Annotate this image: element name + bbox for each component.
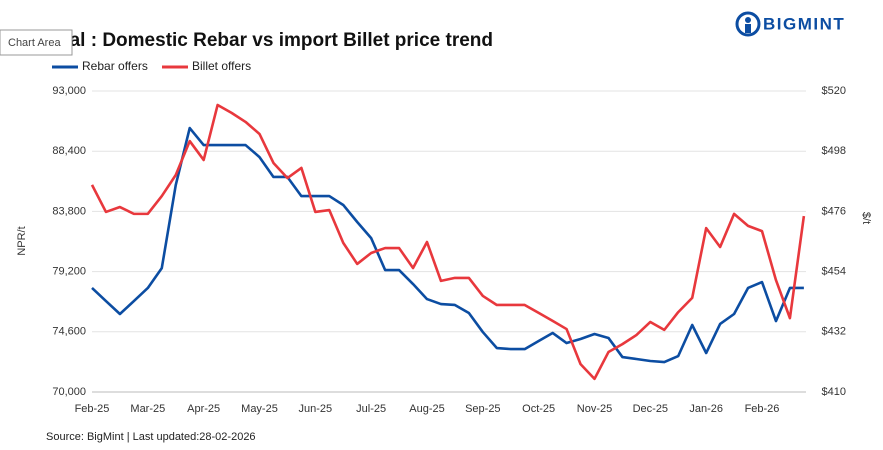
y-tick-label: 79,200 bbox=[52, 266, 86, 278]
x-tick-label: Dec-25 bbox=[633, 403, 668, 415]
legend-label: Billet offers bbox=[192, 59, 251, 73]
x-tick-label: Oct-25 bbox=[522, 403, 555, 415]
x-tick-label: Aug-25 bbox=[409, 403, 444, 415]
logo-icon-body bbox=[745, 24, 751, 33]
y2-tick-label: $498 bbox=[822, 145, 846, 157]
x-tick-label: Nov-25 bbox=[577, 403, 612, 415]
x-tick-label: Jun-25 bbox=[299, 403, 333, 415]
y-tick-label: 88,400 bbox=[52, 145, 86, 157]
y-tick-label: 93,000 bbox=[52, 85, 86, 97]
chart-title: pal : Domestic Rebar vs import Billet pr… bbox=[58, 30, 493, 51]
x-tick-label: Feb-26 bbox=[745, 403, 780, 415]
x-tick-label: May-25 bbox=[241, 403, 278, 415]
y-tick-label: 70,000 bbox=[52, 386, 86, 398]
x-tick-label: Jan-26 bbox=[689, 403, 723, 415]
y-axis-label: NPR/t bbox=[16, 226, 28, 255]
logo-icon bbox=[735, 11, 761, 37]
y2-tick-label: $520 bbox=[822, 85, 846, 97]
x-tick-label: Apr-25 bbox=[187, 403, 220, 415]
y2-tick-label: $410 bbox=[822, 386, 846, 398]
series-line bbox=[90, 103, 806, 381]
series-line bbox=[91, 126, 804, 364]
y2-tick-label: $454 bbox=[822, 266, 846, 278]
x-tick-label: Sep-25 bbox=[465, 403, 500, 415]
source: Source: BigMint | Last updated:28-02-202… bbox=[46, 431, 256, 443]
tooltip-box bbox=[0, 29, 73, 56]
y2-axis-label: $/t bbox=[860, 212, 872, 224]
x-tick-label: Mar-25 bbox=[130, 403, 165, 415]
tooltip-text: Chart Area bbox=[8, 37, 61, 49]
legend-label: Rebar offers bbox=[82, 59, 148, 73]
logo: BIGMINT bbox=[735, 11, 845, 37]
logo-text: BIGMINT bbox=[763, 14, 845, 33]
y-tick-label: 74,600 bbox=[52, 326, 86, 338]
x-tick-label: Feb-25 bbox=[75, 403, 110, 415]
y-tick-label: 83,800 bbox=[52, 205, 86, 217]
y2-tick-label: $476 bbox=[822, 205, 846, 217]
logo-icon-dot bbox=[745, 17, 751, 23]
tooltip: Chart Area bbox=[0, 29, 73, 56]
x-tick-label: Jul-25 bbox=[356, 403, 386, 415]
y2-tick-label: $432 bbox=[822, 326, 846, 338]
